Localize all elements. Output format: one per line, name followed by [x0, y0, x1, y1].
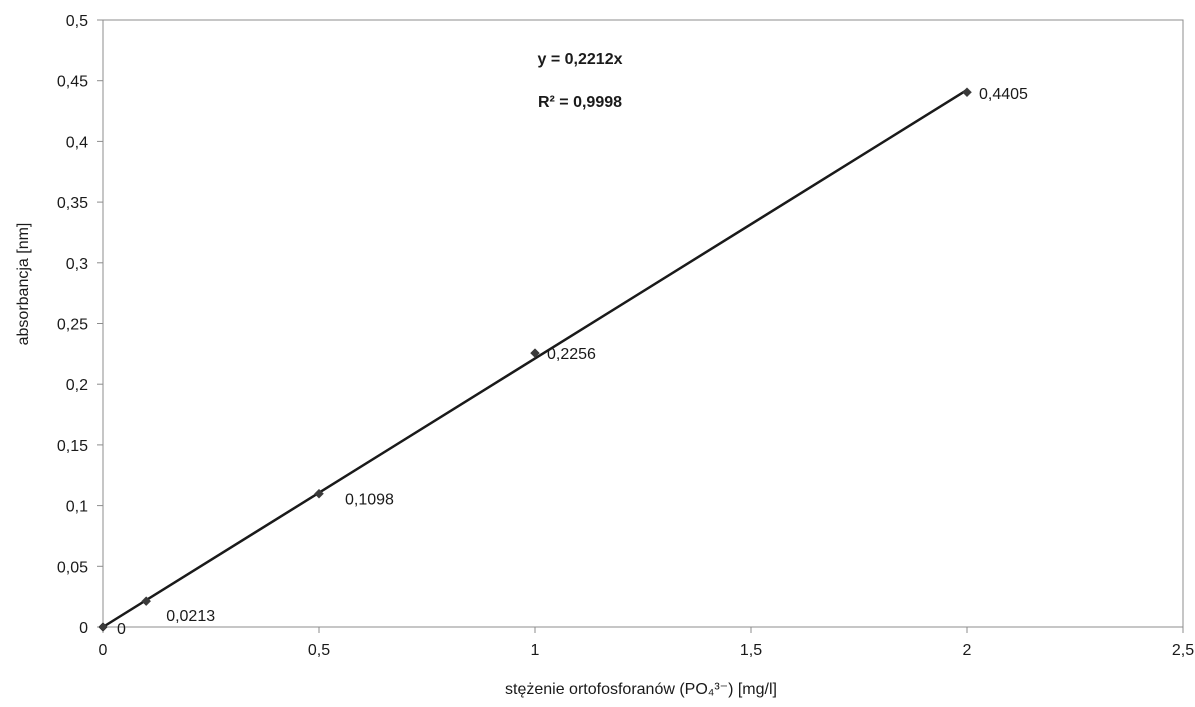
y-tick-label: 0,15	[57, 438, 88, 455]
data-point	[314, 488, 324, 499]
data-point-label: 0,2256	[547, 346, 596, 363]
data-point-label: 0,4405	[979, 86, 1028, 103]
data-point	[98, 622, 108, 632]
x-tick-label: 1	[531, 642, 540, 659]
data-point	[962, 87, 972, 98]
y-tick-label: 0,45	[57, 74, 88, 91]
plot-area-border	[102, 19, 1184, 628]
data-point	[141, 596, 152, 606]
data-points-layer	[98, 87, 972, 632]
y-tick-label: 0,3	[66, 256, 88, 273]
x-axis-title: stężenie ortofosforanów (PO₄³⁻) [mg/l]	[505, 681, 777, 698]
x-tick-label: 1,5	[740, 642, 762, 659]
trendline-layer	[102, 88, 968, 629]
y-tick-label: 0,35	[57, 195, 88, 212]
x-tick-label: 0,5	[308, 642, 330, 659]
x-tick-label: 2,5	[1172, 642, 1194, 659]
x-tick-label: 2	[963, 642, 972, 659]
y-tick-label: 0,2	[66, 377, 88, 394]
y-axis-title: absorbancja [nm]	[15, 223, 32, 346]
trendline-equation: y = 0,2212x	[538, 51, 623, 68]
y-tick-label: 0,1	[66, 499, 88, 516]
y-tick-label: 0	[79, 620, 88, 637]
data-labels-layer: 0 0,0213 0,1098 0,2256 0,4405	[117, 86, 1028, 638]
data-point-label: 0,0213	[166, 608, 215, 625]
data-point-label: 0,1098	[345, 492, 394, 509]
data-point	[530, 348, 540, 358]
trendline	[102, 88, 968, 629]
y-tick-label: 0,5	[66, 13, 88, 30]
data-point-label: 0	[117, 621, 126, 638]
y-tick-label: 0,05	[57, 559, 88, 576]
y-tick-label: 0,25	[57, 317, 88, 334]
y-tick-label: 0,4	[66, 134, 88, 151]
r-squared-label: R² = 0,9998	[538, 94, 622, 111]
axes: 0 0,05 0,1 0,15 0,2 0,25 0,3 0,35 0,4 0,45 0,5 0 0,5…	[57, 13, 1194, 659]
x-tick-label: 0	[99, 642, 108, 659]
